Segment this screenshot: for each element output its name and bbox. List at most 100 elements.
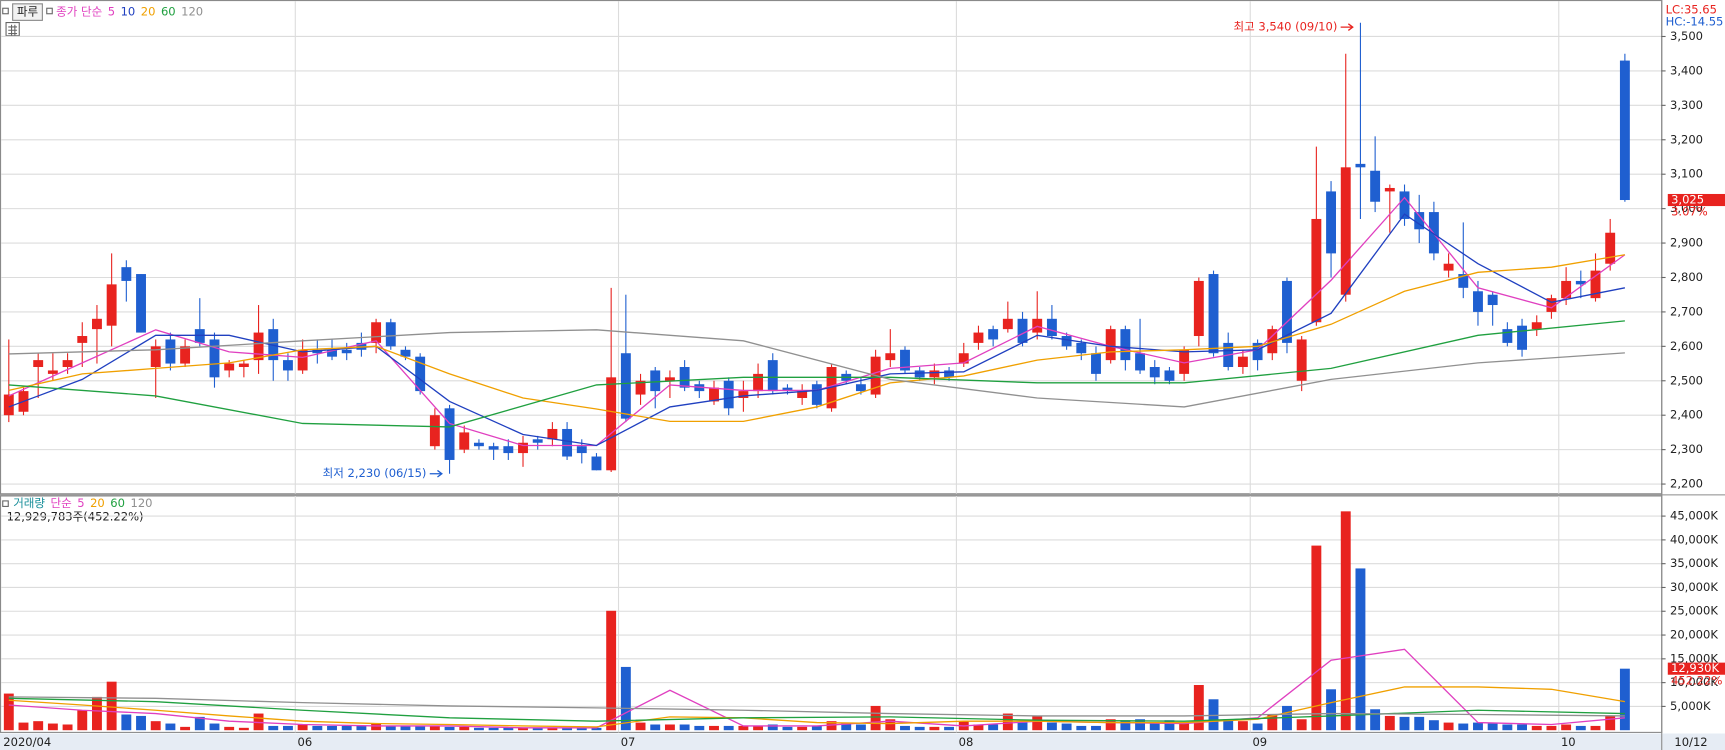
toolbar-button-label[interactable]: 파루 — [17, 5, 39, 19]
volume-bar — [77, 710, 88, 731]
volume-bar — [1384, 715, 1395, 731]
y-tick-label: 2,200 — [1670, 477, 1703, 491]
candle-body — [797, 391, 808, 398]
y-tick-label: 20,000K — [1670, 628, 1718, 642]
legend-entry[interactable]: 10 — [121, 5, 136, 19]
candle-body — [1326, 191, 1337, 254]
volume-bar — [782, 726, 793, 731]
volume-bar — [1076, 725, 1087, 731]
candle-body — [811, 384, 822, 405]
legend-entry[interactable]: 5 — [77, 496, 84, 510]
legend-icon[interactable] — [46, 7, 53, 15]
candle-body — [1282, 280, 1292, 343]
legend-entry[interactable]: 120 — [130, 496, 152, 510]
ma-line — [8, 254, 1625, 423]
x-tick-label: 09 — [1252, 735, 1267, 749]
candle-body — [753, 373, 764, 392]
candle-body — [1605, 232, 1616, 264]
legend-entry[interactable]: 60 — [161, 5, 176, 19]
volume-bar — [282, 725, 293, 731]
candle-body — [650, 370, 661, 392]
candle-body — [1546, 298, 1557, 312]
ma-line — [8, 686, 1625, 728]
volume-bar — [1370, 709, 1381, 731]
volume-bar — [1575, 725, 1586, 731]
candle-body — [1561, 280, 1572, 299]
y-tick-label: 5,000K — [1670, 699, 1711, 713]
volume-bar — [576, 727, 587, 731]
volume-bar — [1002, 713, 1013, 731]
y-tick-label: 10,000K — [1670, 675, 1718, 689]
volume-bar — [1428, 720, 1439, 731]
candle-body — [33, 360, 44, 368]
volume-bar — [194, 716, 205, 731]
legend-entry[interactable]: 120 — [181, 5, 203, 19]
volume-bar — [855, 724, 866, 731]
candle-body — [944, 370, 955, 378]
lc-label: LC:35.65 — [1666, 2, 1717, 16]
volume-bar — [841, 723, 852, 731]
volume-bar — [121, 714, 132, 731]
candle-body — [958, 353, 969, 364]
volume-bar — [444, 726, 455, 731]
candle-body — [518, 442, 528, 454]
candle-body — [473, 442, 484, 447]
candle-body — [136, 274, 146, 333]
legend-entry[interactable]: 20 — [141, 5, 156, 19]
y-tick-label: 2,400 — [1670, 408, 1703, 422]
volume-bar — [92, 696, 102, 731]
y-tick-label: 2,500 — [1670, 373, 1703, 387]
panel-icon[interactable] — [2, 7, 9, 15]
candle-body — [1311, 218, 1322, 323]
candle-body — [238, 363, 249, 368]
y-tick-label: 25,000K — [1670, 604, 1718, 618]
table-icon[interactable] — [5, 21, 20, 37]
candle-body — [1502, 329, 1513, 343]
last-value-label: 12,930K — [1671, 661, 1719, 675]
legend-entry[interactable]: 20 — [90, 496, 105, 510]
volume-bar — [165, 723, 176, 731]
volume-bar — [562, 727, 573, 731]
ma-line — [8, 213, 1626, 447]
volume-panel-icon[interactable] — [2, 500, 9, 507]
legend-title[interactable]: 거래량 — [13, 496, 45, 510]
volume-bar — [47, 723, 58, 731]
toolbar-button[interactable] — [12, 3, 43, 21]
candle-body — [62, 360, 73, 368]
volume-bar — [1105, 719, 1116, 731]
volume-bar — [1237, 721, 1248, 731]
candle-body — [1252, 342, 1263, 361]
candle-body — [209, 339, 220, 378]
legend-entry[interactable]: 5 — [108, 5, 115, 19]
candle-body — [1164, 370, 1175, 381]
x-tick-label: 06 — [297, 735, 312, 749]
legend-title[interactable]: 종가 단순 — [56, 5, 103, 19]
x-tick-label: 2020/04 — [3, 735, 51, 749]
ma-line — [8, 696, 1625, 717]
candle-body — [900, 349, 910, 371]
legend-method[interactable]: 단순 — [51, 496, 73, 510]
candle-body — [532, 439, 543, 443]
volume-bar — [929, 726, 940, 731]
y-tick-label: 2,300 — [1670, 442, 1703, 456]
candle-body — [1443, 263, 1454, 271]
volume-bar — [488, 727, 499, 731]
legend-entry[interactable]: 60 — [110, 496, 125, 510]
candle-body — [723, 380, 734, 409]
y-tick-label: 2,700 — [1670, 304, 1703, 318]
candle-body — [1384, 187, 1395, 192]
volume-bar — [1399, 716, 1410, 731]
candle-body — [312, 349, 323, 354]
volume-bar — [694, 725, 705, 731]
volume-bar — [180, 726, 191, 731]
volume-bar — [1590, 725, 1601, 731]
change-label: 452.22% — [1671, 673, 1722, 687]
candle-body — [3, 394, 14, 416]
candle-body — [488, 446, 499, 450]
candle-body — [224, 363, 235, 371]
volume-bar — [209, 723, 220, 731]
volume-bar — [988, 724, 999, 731]
date-axis-strip — [0, 733, 1725, 750]
candle-body — [371, 322, 382, 343]
